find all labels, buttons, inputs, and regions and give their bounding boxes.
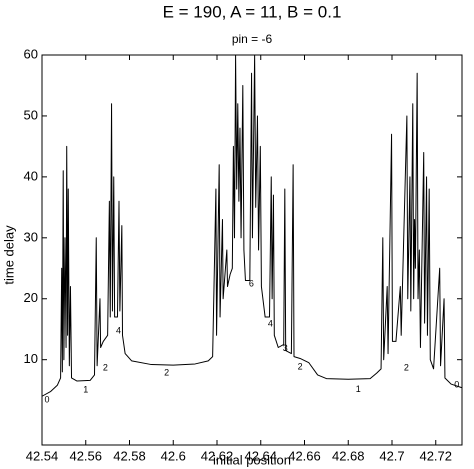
- annotation: 1: [83, 385, 88, 395]
- chart-subtitle: pin = -6: [232, 32, 273, 46]
- annotation: 4: [268, 319, 273, 329]
- annotation: 2: [298, 361, 303, 371]
- annotation: 4: [116, 325, 121, 335]
- x-tick-label: 42.72: [419, 448, 452, 463]
- annotation: 2: [103, 363, 108, 373]
- x-tick-label: 42.58: [113, 448, 146, 463]
- annotation: 0: [45, 394, 50, 404]
- x-axis-label: initial position: [213, 452, 291, 467]
- x-tick-label: 42.62: [201, 448, 234, 463]
- y-tick-label: 50: [24, 107, 38, 122]
- plot-frame: [41, 54, 463, 446]
- x-tick-label: 42.54: [26, 448, 59, 463]
- annotation: 3: [283, 343, 288, 353]
- x-tick-label: 42.6: [161, 448, 186, 463]
- x-tick-label: 42.64: [244, 448, 277, 463]
- y-tick-label: 20: [24, 290, 38, 305]
- y-axis-label: time delay: [1, 225, 16, 285]
- x-tick-label: 42.66: [288, 448, 321, 463]
- y-tick-label: 10: [24, 351, 38, 366]
- data-line: [41, 54, 463, 397]
- y-tick-label: 30: [24, 229, 38, 244]
- annotation: 2: [404, 363, 409, 373]
- chart-title: E = 190, A = 11, B = 0.1: [163, 2, 342, 21]
- y-tick-label: 40: [24, 168, 38, 183]
- annotation: 6: [249, 279, 254, 289]
- x-tick-label: 42.7: [379, 448, 404, 463]
- annotation: 0: [454, 380, 459, 390]
- x-tick-label: 42.56: [69, 448, 102, 463]
- y-tick-label: 60: [24, 46, 38, 61]
- annotation: 2: [164, 367, 169, 377]
- annotation: 1: [356, 384, 361, 394]
- x-tick-label: 42.68: [332, 448, 365, 463]
